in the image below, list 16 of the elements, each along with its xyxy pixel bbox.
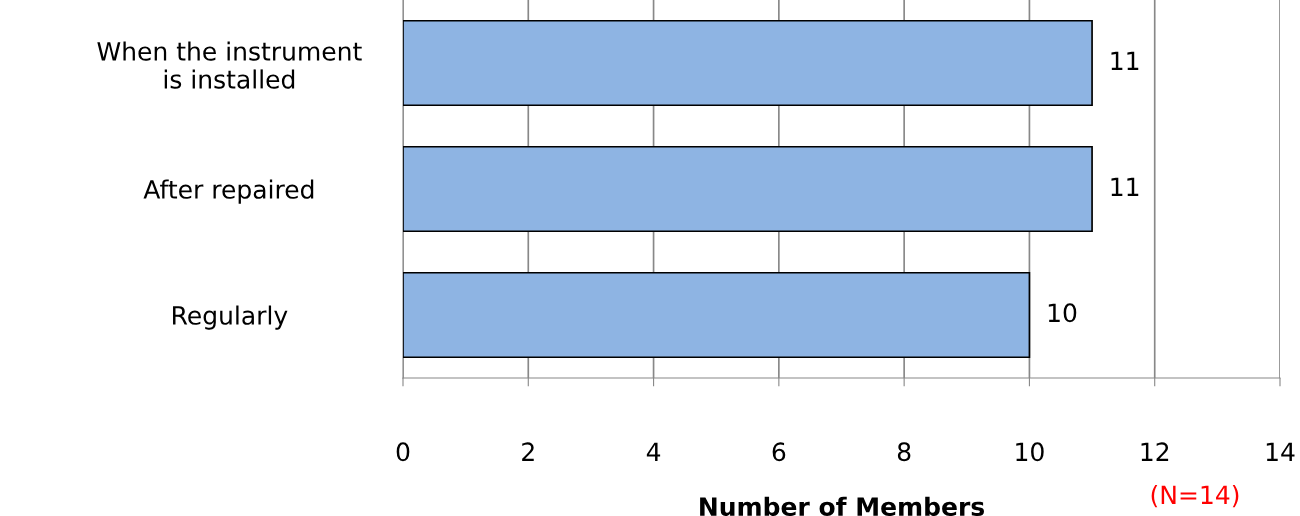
x-tick-label: 14: [1266, 442, 1295, 461]
y-tick-label: When the instrument is installed: [97, 41, 362, 89]
data-label: 11: [1111, 177, 1139, 196]
x-tick-label: 4: [646, 442, 661, 461]
text: (N=14): [1151, 484, 1239, 508]
y-tick-label: After repaired: [143, 179, 314, 204]
x-tick-label: 6: [772, 442, 786, 462]
y-tick-label: Regularly: [173, 305, 288, 330]
x-tick-label: 8: [897, 442, 911, 462]
x-axis-title: Number of Members: [700, 496, 984, 516]
data-label: 10: [1048, 303, 1077, 323]
x-tick-label: 2: [522, 442, 534, 461]
data-label: 11: [1111, 51, 1139, 70]
x-tick-label: 10: [1016, 442, 1044, 462]
x-tick-label: 12: [1141, 442, 1169, 461]
x-tick-label: 0: [396, 442, 410, 462]
